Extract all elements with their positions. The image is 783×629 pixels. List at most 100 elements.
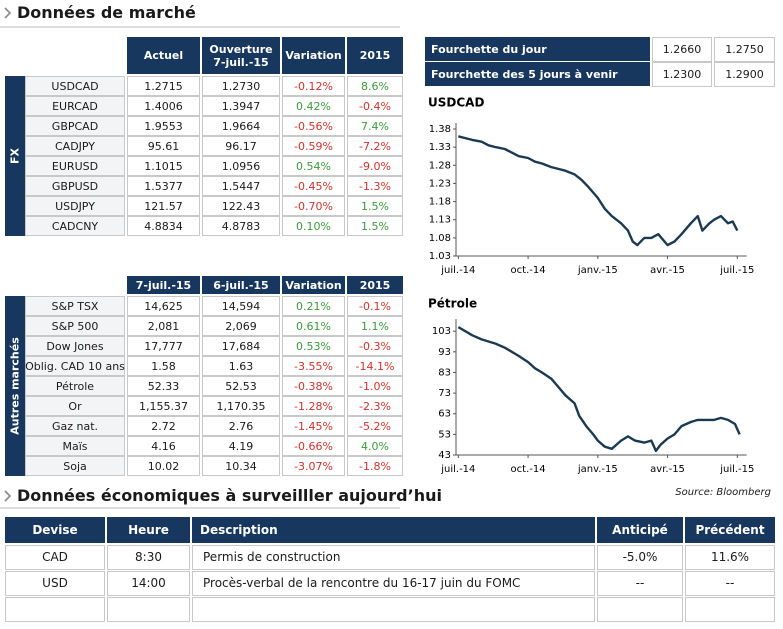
table-header: Description xyxy=(192,517,595,543)
table-cell: 2.76 xyxy=(202,416,280,436)
table-cell: 0.61% xyxy=(282,316,345,336)
table-cell: 1.9664 xyxy=(202,116,280,136)
x-tick-label: avr.-15 xyxy=(650,464,685,475)
table-cell: -0.4% xyxy=(347,96,403,116)
table-cell: 7.4% xyxy=(347,116,403,136)
row-name: S&P TSX xyxy=(25,296,125,316)
x-tick-label: juil.-15 xyxy=(719,265,754,276)
table-cell: 17,684 xyxy=(202,336,280,356)
table-cell: -0.70% xyxy=(282,196,345,216)
range-value: 1.2660 xyxy=(652,37,712,62)
row-name: CADJPY xyxy=(25,136,125,156)
table-cell: -- xyxy=(685,571,775,596)
table-cell: 1.3947 xyxy=(202,96,280,116)
table-cell: -1.28% xyxy=(282,396,345,416)
price-line xyxy=(458,135,739,247)
row-name: GBPUSD xyxy=(25,176,125,196)
empty-cell xyxy=(685,597,775,622)
y-tick-label: 53 xyxy=(438,429,451,440)
chevron xyxy=(4,490,12,502)
table-cell: 4.8783 xyxy=(202,216,280,236)
chart-title: Pétrole xyxy=(428,297,477,311)
table-cell: 1.58 xyxy=(127,356,200,376)
table-cell: 8.6% xyxy=(347,76,403,96)
row-name: GBPCAD xyxy=(25,116,125,136)
range-value: 1.2900 xyxy=(714,62,775,87)
row-name: EURCAD xyxy=(25,96,125,116)
table-cell: 1.4006 xyxy=(127,96,200,116)
empty-cell xyxy=(107,597,190,622)
range-value: 1.2750 xyxy=(714,37,775,62)
table-header: Variation xyxy=(282,276,345,294)
y-tick-label: 1.03 xyxy=(429,251,451,262)
row-name: Maïs xyxy=(25,436,125,456)
table-cell: -0.45% xyxy=(282,176,345,196)
x-tick-label: avr.-15 xyxy=(650,265,685,276)
table-cell: 1.0956 xyxy=(202,156,280,176)
row-name: Or xyxy=(25,396,125,416)
table-cell: 2,081 xyxy=(127,316,200,336)
source-note: Source: Bloomberg xyxy=(675,487,771,498)
row-name: Soja xyxy=(25,456,125,476)
row-name: USDCAD xyxy=(25,76,125,96)
table-header: Heure xyxy=(107,517,190,543)
table-cell: 122.43 xyxy=(202,196,280,216)
header-line: 6-juil.-15 xyxy=(213,278,269,292)
table-cell: CAD xyxy=(5,545,105,570)
y-tick-label: 1.28 xyxy=(429,160,451,171)
table-cell: Procès-verbal de la rencontre du 16-17 j… xyxy=(192,571,595,596)
table-header: Ouverture 7-juil.-15 xyxy=(202,37,280,74)
table-cell: 0.42% xyxy=(282,96,345,116)
table-cell: 1.2715 xyxy=(127,76,200,96)
table-cell: -5.2% xyxy=(347,416,403,436)
row-name: Pétrole xyxy=(25,376,125,396)
header-line: 2015 xyxy=(359,278,391,292)
table-cell: -14.1% xyxy=(347,356,403,376)
x-tick-label: juil.-14 xyxy=(440,464,475,475)
y-tick-label: 1.23 xyxy=(429,178,451,189)
table-cell: 95.61 xyxy=(127,136,200,156)
table-cell: 14:00 xyxy=(107,571,190,596)
table-header: Actuel xyxy=(127,37,200,74)
table-cell: 1.1015 xyxy=(127,156,200,176)
row-name: USDJPY xyxy=(25,196,125,216)
empty-cell xyxy=(192,597,595,622)
table-cell: 1.5447 xyxy=(202,176,280,196)
x-tick-label: juil.-14 xyxy=(440,265,475,276)
table-cell: -0.66% xyxy=(282,436,345,456)
table-cell: 11.6% xyxy=(685,545,775,570)
empty-cell xyxy=(5,597,105,622)
table-cell: 2,069 xyxy=(202,316,280,336)
table-cell: -3.55% xyxy=(282,356,345,376)
table-cell: 4.8834 xyxy=(127,216,200,236)
group-text: FX xyxy=(8,148,22,164)
x-tick-label: oct.-14 xyxy=(511,265,546,276)
table-cell: 1.5% xyxy=(347,196,403,216)
y-tick-label: 1.08 xyxy=(429,233,451,244)
price-line xyxy=(457,326,741,453)
empty-cell xyxy=(597,597,683,622)
table-cell: -- xyxy=(597,571,683,596)
table-cell: USD xyxy=(5,571,105,596)
table-cell: 4.0% xyxy=(347,436,403,456)
table-cell: -0.12% xyxy=(282,76,345,96)
table-header: Précédent xyxy=(685,517,775,543)
header-line: Actuel xyxy=(143,49,184,62)
header-line: Variation xyxy=(285,278,342,292)
table-cell: -0.56% xyxy=(282,116,345,136)
table-cell: 4.16 xyxy=(127,436,200,456)
row-name: Gaz nat. xyxy=(25,416,125,436)
y-tick-label: 1.18 xyxy=(429,197,451,208)
row-name: EURUSD xyxy=(25,156,125,176)
table-cell: 10.34 xyxy=(202,456,280,476)
section-title: Données de marché xyxy=(17,3,196,22)
table-cell: -1.0% xyxy=(347,376,403,396)
table-cell: -0.59% xyxy=(282,136,345,156)
table-header: 7-juil.-15 xyxy=(127,276,200,294)
header-line: Variation xyxy=(285,49,342,62)
table-header: Anticipé xyxy=(597,517,683,543)
group-label: Autres marchés xyxy=(5,296,25,476)
table-cell: 14,594 xyxy=(202,296,280,316)
x-tick-label: oct.-14 xyxy=(511,464,546,475)
